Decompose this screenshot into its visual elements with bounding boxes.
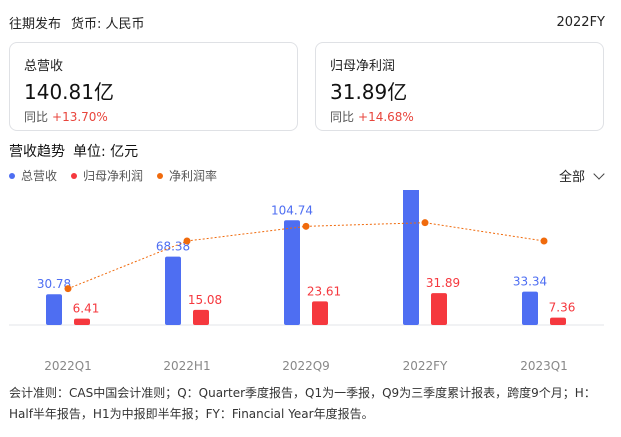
label-revenue-2022Q9: 104.74 — [271, 203, 313, 217]
margin-point-2022Q9 — [302, 222, 310, 230]
header-bar: 往期发布 货币: 人民币 2022FY — [9, 12, 605, 32]
margin-line — [67, 222, 545, 290]
label-profit-2023Q1: 7.36 — [549, 301, 576, 315]
label-profit-2022Q1: 6.41 — [73, 302, 100, 316]
legend-item-margin[interactable]: 净利润率 — [157, 167, 217, 184]
section-title: 营收趋势 单位: 亿元 — [9, 141, 138, 161]
net-profit-label: 归母净利润 — [330, 59, 396, 74]
bar-profit-2022H1 — [193, 309, 209, 325]
bar-revenue-2022Q1 — [46, 294, 62, 325]
revenue-value: 140.81亿 — [24, 80, 114, 104]
margin-point-2022Q1 — [64, 285, 72, 293]
legend-item-profit[interactable]: 归母净利润 — [71, 167, 143, 184]
x-tick-2022H1: 2022H1 — [163, 359, 210, 373]
x-tick-2022Q1: 2022Q1 — [44, 359, 92, 373]
chart-legend: 总营收 归母净利润 净利润率 — [9, 167, 231, 184]
legend-label-profit: 归母净利润 — [83, 169, 144, 183]
header-title: 往期发布 — [9, 16, 62, 32]
period-filter-dropdown[interactable]: 全部 — [558, 166, 605, 185]
label-revenue-2023Q1: 33.34 — [513, 275, 547, 289]
chevron-down-icon — [593, 167, 605, 180]
x-tick-2022FY: 2022FY — [403, 359, 448, 373]
legend-item-revenue[interactable]: 总营收 — [9, 167, 57, 184]
currency-label: 货币: 人民币 — [71, 16, 145, 32]
unit-label: 单位: 亿元 — [73, 144, 139, 160]
x-tick-2023Q1: 2023Q1 — [520, 359, 568, 373]
x-tick-2022Q9: 2022Q9 — [282, 359, 330, 373]
bar-revenue-2022FY — [403, 190, 419, 325]
period-filter-label: 全部 — [558, 170, 585, 185]
bar-profit-2023Q1 — [550, 317, 566, 325]
revenue-label: 总营收 — [24, 59, 64, 74]
label-profit-2022Q9: 23.61 — [307, 284, 341, 298]
revenue-yoy: 同比 +13.70% — [24, 108, 283, 125]
bar-revenue-2022Q9 — [284, 220, 300, 325]
revenue-yoy-value: +13.70% — [52, 110, 108, 124]
revenue-yoy-label: 同比 — [24, 110, 49, 124]
margin-point-2023Q1 — [540, 237, 548, 245]
net-profit-yoy-value: +14.68% — [358, 110, 414, 124]
net-profit-value: 31.89亿 — [330, 80, 408, 104]
bar-profit-2022Q9 — [312, 301, 328, 325]
label-profit-2022FY: 31.89 — [426, 276, 460, 290]
footnote: 会计准则：CAS中国会计准则；Q：Quarter季度报告，Q1为一季报，Q9为三… — [9, 386, 596, 421]
legend-dot-margin — [157, 172, 164, 179]
bar-profit-2022Q1 — [74, 318, 90, 325]
revenue-trend-chart: 30.786.412022Q168.3815.082022H1104.7423.… — [9, 190, 604, 373]
revenue-card[interactable]: 总营收 140.81亿 同比 +13.70% — [9, 42, 298, 131]
net-profit-yoy: 同比 +14.68% — [330, 108, 589, 125]
legend-label-revenue: 总营收 — [21, 169, 58, 183]
bar-profit-2022FY — [431, 293, 447, 325]
section-title-text: 营收趋势 — [9, 144, 65, 160]
label-profit-2022H1: 15.08 — [188, 293, 222, 307]
margin-point-2022FY — [421, 219, 429, 227]
net-profit-card[interactable]: 归母净利润 31.89亿 同比 +14.68% — [315, 42, 604, 131]
label-revenue-2022Q1: 30.78 — [37, 277, 71, 291]
margin-point-2022H1 — [183, 237, 191, 245]
bar-revenue-2023Q1 — [522, 291, 538, 325]
period-label[interactable]: 2022FY — [556, 14, 605, 30]
net-profit-yoy-label: 同比 — [330, 110, 355, 124]
legend-dot-profit — [71, 172, 78, 179]
legend-dot-revenue — [9, 172, 15, 179]
legend-label-margin: 净利润率 — [169, 169, 218, 183]
bar-revenue-2022H1 — [165, 256, 181, 325]
